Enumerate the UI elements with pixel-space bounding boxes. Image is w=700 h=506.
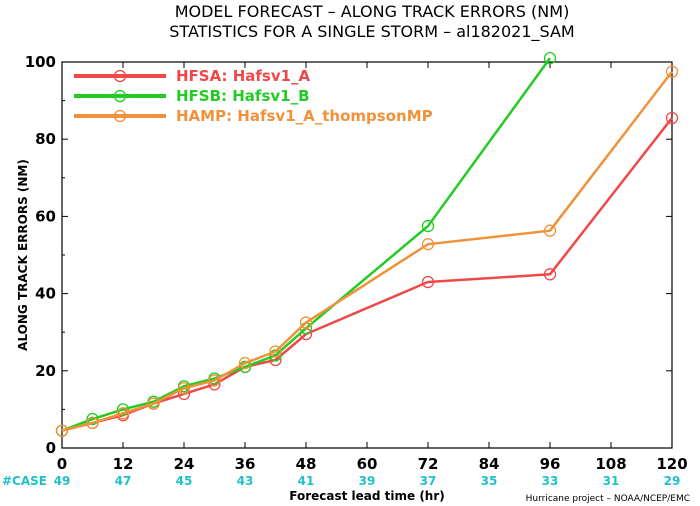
- credit-text: Hurricane project – NOAA/NCEP/EMC: [526, 494, 690, 504]
- series-line-0: [61, 117, 673, 432]
- y-tick-label: 0: [46, 439, 56, 457]
- data-point-1: [421, 219, 435, 233]
- chart-subtitle: STATISTICS FOR A SINGLE STORM – al182021…: [169, 22, 574, 42]
- data-point-2: [147, 397, 160, 410]
- case-count: 37: [420, 474, 437, 488]
- data-point-2: [299, 316, 313, 329]
- case-count: 39: [359, 474, 376, 488]
- data-point-2: [421, 238, 435, 251]
- x-tick-label: 12: [113, 455, 134, 473]
- data-point-2: [665, 65, 679, 78]
- data-point-1: [116, 403, 130, 416]
- data-point-0: [543, 268, 557, 281]
- data-point-2: [177, 382, 191, 395]
- y-axis-title: ALONG TRACK ERRORS (NM): [16, 159, 30, 351]
- x-tick-label: 24: [174, 455, 195, 473]
- x-tick-label: 84: [479, 455, 500, 473]
- legend-label: HFSB: Hafsv1_B: [176, 87, 310, 105]
- x-axis-title: Forecast lead time (hr): [289, 489, 445, 503]
- case-count: 49: [54, 474, 71, 488]
- case-count: 31: [603, 474, 620, 488]
- x-tick-label: 108: [595, 455, 626, 473]
- case-count: 41: [298, 474, 315, 488]
- case-count: 45: [176, 474, 193, 488]
- x-tick-label: 36: [235, 455, 256, 473]
- y-tick-label: 100: [25, 53, 56, 71]
- legend-marker: [113, 109, 127, 123]
- y-tick-label: 60: [35, 207, 56, 225]
- legend-marker: [113, 89, 127, 103]
- legend-label: HAMP: Hafsv1_A_thompsonMP: [176, 107, 433, 125]
- data-point-2: [269, 345, 282, 358]
- y-tick-label: 80: [35, 130, 56, 148]
- data-point-2: [55, 424, 69, 437]
- series-line-2: [61, 70, 673, 432]
- y-tick-label: 20: [35, 362, 56, 380]
- data-point-2: [208, 374, 221, 387]
- case-count: 35: [481, 474, 498, 488]
- x-tick-label: 72: [418, 455, 439, 473]
- legend: HFSA: Hafsv1_A HFSB: Hafsv1_B HAMP: Hafsv1…: [74, 67, 433, 125]
- series-layer: [55, 51, 679, 437]
- x-tick-label: 120: [656, 455, 687, 473]
- chart-title: MODEL FORECAST – ALONG TRACK ERRORS (NM): [175, 2, 570, 21]
- legend-marker: [113, 69, 127, 83]
- x-tick-label: 48: [296, 455, 317, 473]
- data-point-2: [543, 224, 557, 237]
- case-count: 47: [115, 474, 132, 488]
- series-line-1: [61, 57, 552, 432]
- x-tick-label: 0: [57, 455, 67, 473]
- data-point-0: [421, 275, 435, 289]
- x-tick-label: 60: [357, 455, 378, 473]
- data-point-0: [665, 111, 679, 125]
- case-count: 33: [542, 474, 559, 488]
- data-point-2: [116, 407, 130, 420]
- data-point-1: [543, 51, 557, 65]
- case-count: 29: [664, 474, 681, 488]
- legend-label: HFSA: Hafsv1_A: [176, 67, 311, 85]
- case-count: 43: [237, 474, 254, 488]
- x-tick-label: 96: [540, 455, 561, 473]
- axis-ticks: 0491247244536434841603972378435963310831…: [25, 53, 688, 488]
- data-point-2: [86, 416, 99, 430]
- data-point-2: [238, 356, 252, 370]
- data-point-1: [86, 412, 99, 426]
- y-tick-label: 40: [35, 285, 56, 303]
- case-count-label: #CASE: [2, 474, 47, 488]
